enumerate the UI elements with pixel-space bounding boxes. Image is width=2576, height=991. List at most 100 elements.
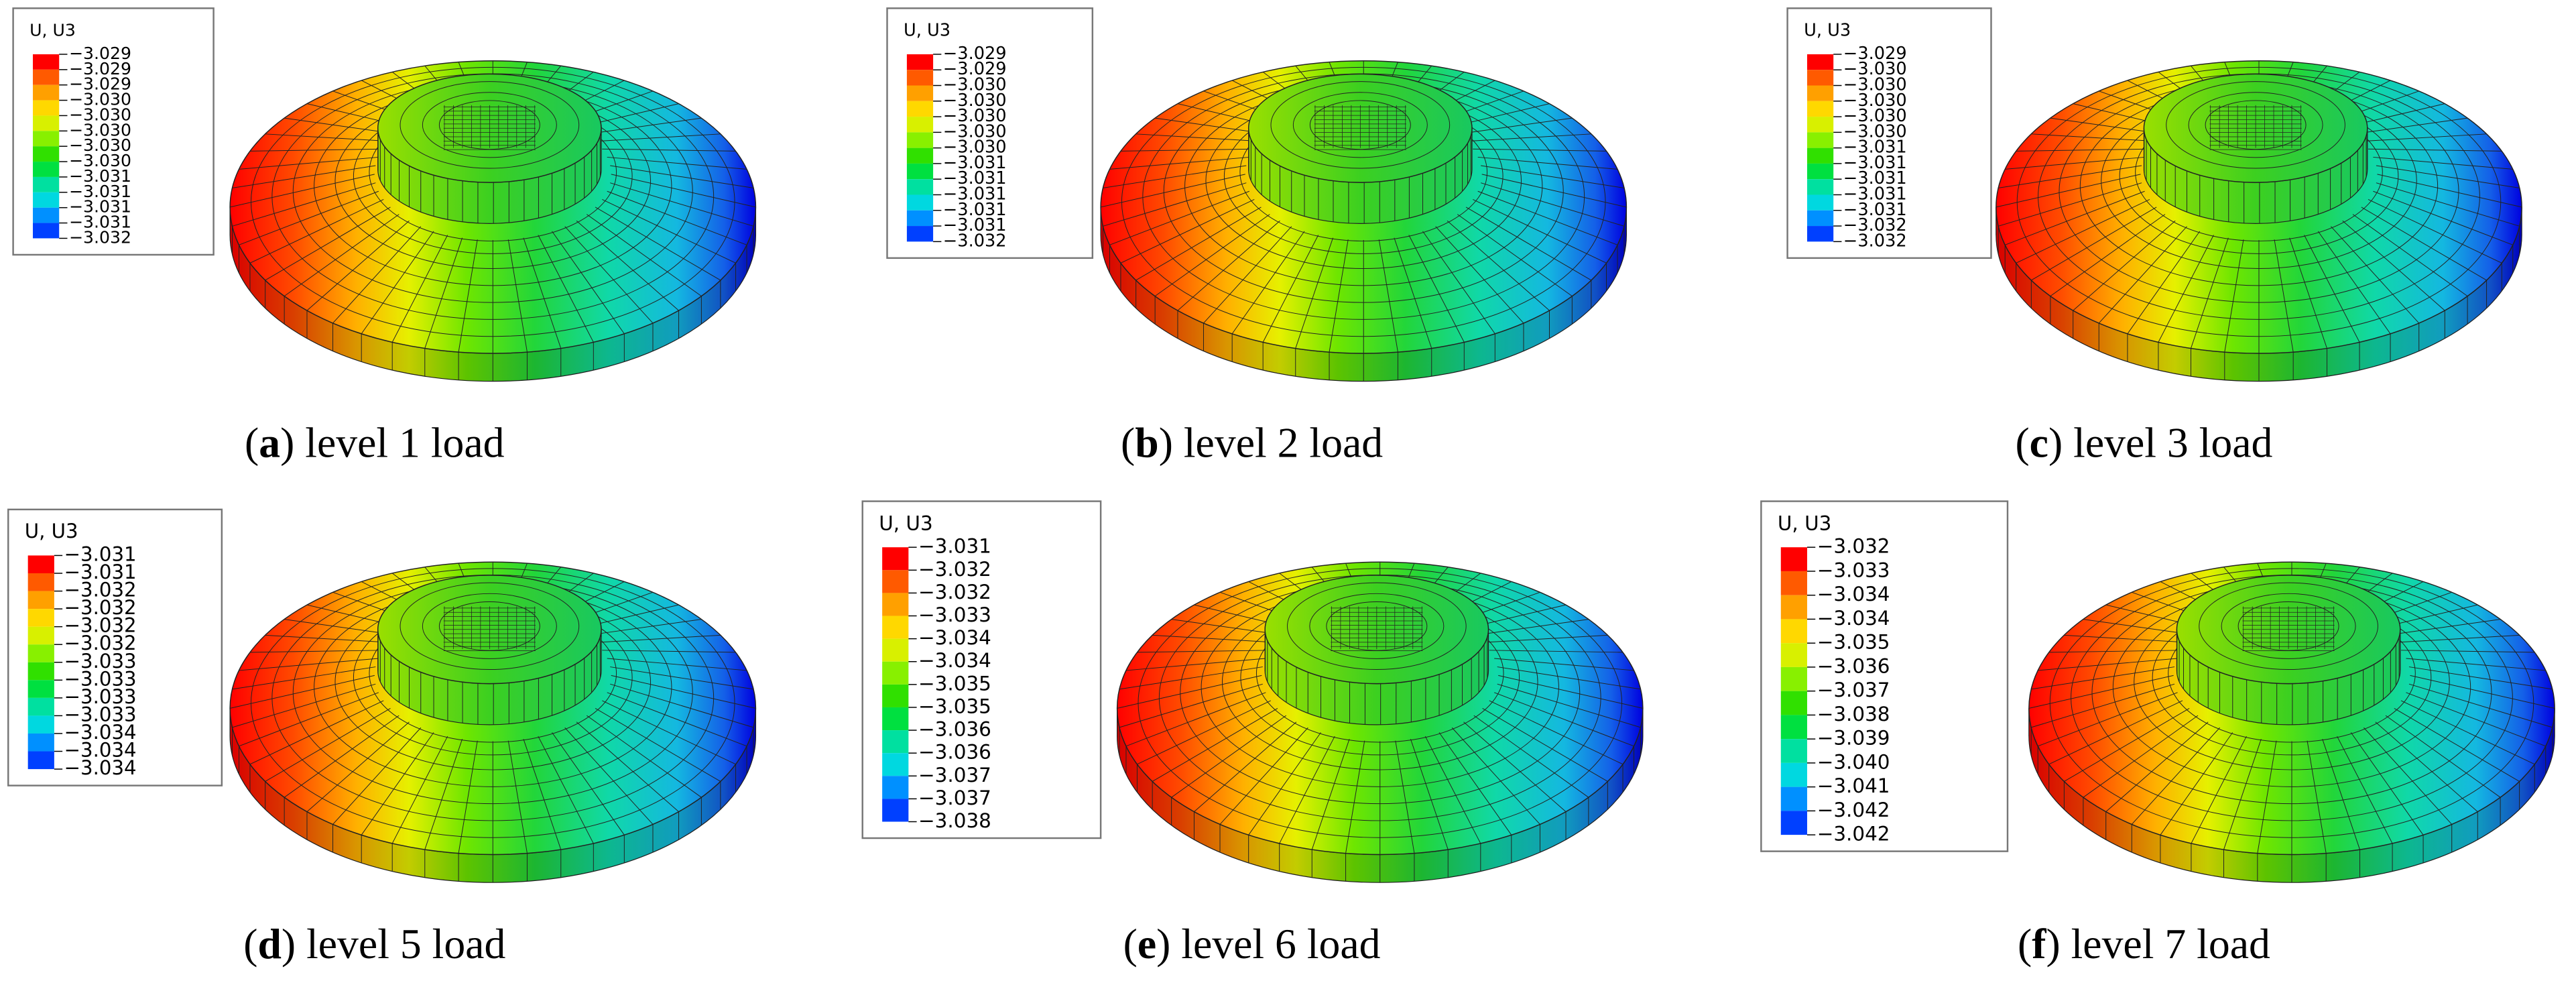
- mesh-line: [1447, 220, 1550, 311]
- mesh-line: [2361, 133, 2487, 142]
- legend-value: −3.032: [64, 579, 137, 601]
- legend-swatch: [1806, 210, 1834, 227]
- mesh-ring: [422, 593, 557, 659]
- mesh-line: [1248, 732, 1321, 835]
- panel: U, U3−3.031−3.031−3.032−3.032−3.032−3.03…: [7, 508, 757, 968]
- mesh-line: [1497, 666, 1641, 690]
- mesh-line: [1125, 658, 1266, 671]
- mesh-line: [239, 190, 379, 245]
- caption-label: d: [257, 920, 281, 968]
- legend-swatch: [882, 707, 909, 731]
- legend-value: −3.032: [918, 558, 991, 581]
- mesh-line: [249, 148, 384, 152]
- mesh-line: [284, 214, 400, 297]
- mesh-ring: [438, 601, 540, 651]
- caption-open: (: [245, 418, 259, 466]
- mesh-line: [1279, 736, 1335, 844]
- mesh-line: [523, 739, 562, 850]
- mesh-line: [602, 198, 736, 264]
- mesh-line: [1119, 666, 1263, 690]
- mesh-line: [306, 721, 410, 812]
- legend-value: −3.034: [64, 721, 137, 744]
- mesh-line: [265, 207, 391, 281]
- mesh-line: [2191, 736, 2247, 844]
- legend-value: −3.041: [1817, 774, 1890, 797]
- legend-value: −3.029: [1843, 44, 1907, 64]
- mesh-line: [602, 148, 736, 152]
- legend-value: −3.031: [1843, 153, 1907, 173]
- mesh-line: [1394, 237, 1432, 349]
- mesh-line: [2394, 708, 2520, 782]
- mesh-line: [1152, 634, 1278, 643]
- mesh-line: [1117, 675, 1262, 709]
- legend-value: −3.032: [64, 632, 137, 654]
- legend-value: −3.031: [64, 542, 137, 565]
- legend-swatch: [882, 638, 909, 662]
- legend-swatch: [906, 163, 934, 180]
- legend-swatch: [27, 680, 54, 698]
- legend-value: −3.030: [943, 106, 1007, 126]
- legend-swatch: [1780, 571, 1807, 595]
- legend-value: −3.031: [69, 197, 131, 217]
- legend-swatch: [882, 684, 909, 707]
- legend-value: −3.030: [69, 135, 131, 155]
- mesh-line: [538, 235, 594, 343]
- legend-value: −3.031: [943, 215, 1007, 235]
- caption-open: (: [243, 920, 257, 968]
- mesh-line: [2410, 675, 2555, 709]
- legend-value: −3.040: [1817, 750, 1890, 773]
- legend-swatch: [33, 207, 60, 223]
- legend-swatch: [882, 799, 909, 822]
- mesh-line: [2038, 658, 2178, 671]
- caption-open: (: [1123, 920, 1138, 968]
- legend-value: −3.036: [918, 718, 991, 741]
- mesh-line: [1497, 683, 1641, 728]
- mesh-line: [265, 634, 391, 643]
- legend-title: U, U3: [904, 21, 950, 41]
- mesh-line: [230, 675, 375, 709]
- legend-title: U, U3: [1778, 512, 1831, 534]
- legend-swatch: [906, 132, 934, 148]
- mesh-line: [2274, 239, 2294, 353]
- mesh-line: [2394, 634, 2520, 643]
- mesh-line: [424, 739, 463, 850]
- legend-swatch: [906, 85, 934, 101]
- mesh-line: [1295, 237, 1334, 349]
- mesh-line: [249, 650, 384, 653]
- legend-value: −3.034: [64, 739, 137, 762]
- legend-swatch: [1806, 148, 1834, 164]
- mesh-line: [607, 658, 747, 671]
- mesh-line: [1231, 231, 1305, 335]
- mesh-line: [2373, 190, 2513, 245]
- legend-value: −3.032: [1843, 215, 1907, 235]
- panel: U, U3−3.032−3.033−3.034−3.034−3.035−3.03…: [1760, 500, 2555, 968]
- mesh-line: [2408, 683, 2553, 728]
- legend-swatch: [906, 117, 934, 133]
- legend-value: −3.030: [1843, 75, 1907, 95]
- mesh-line: [610, 182, 754, 227]
- caption-text: ) level 2 load: [1159, 418, 1384, 466]
- legend-value: −3.034: [918, 649, 991, 672]
- mesh-line: [1137, 700, 1271, 765]
- legend-value: −3.030: [943, 137, 1007, 158]
- mesh-line: [1494, 692, 1634, 747]
- legend-value: −3.035: [918, 672, 991, 695]
- legend: U, U3−3.029−3.029−3.030−3.030−3.030−3.03…: [886, 7, 1094, 259]
- caption-text: ) level 3 load: [2048, 418, 2273, 466]
- mesh-line: [610, 666, 754, 690]
- mesh-line: [1998, 182, 2142, 227]
- legend-swatch: [1806, 117, 1834, 133]
- mesh-line: [595, 634, 721, 643]
- legend-swatch: [27, 733, 54, 752]
- legend-value: −3.030: [943, 91, 1007, 111]
- mesh-line: [602, 700, 736, 765]
- legend-swatch: [906, 54, 934, 70]
- mesh-line: [1154, 214, 1270, 297]
- caption: (c) level 3 load: [2015, 418, 2272, 466]
- mesh-line: [1451, 727, 1540, 825]
- mesh-line: [2406, 658, 2546, 671]
- mesh-line: [1457, 117, 1573, 135]
- mesh-line: [249, 198, 384, 264]
- mesh-line: [2406, 692, 2546, 747]
